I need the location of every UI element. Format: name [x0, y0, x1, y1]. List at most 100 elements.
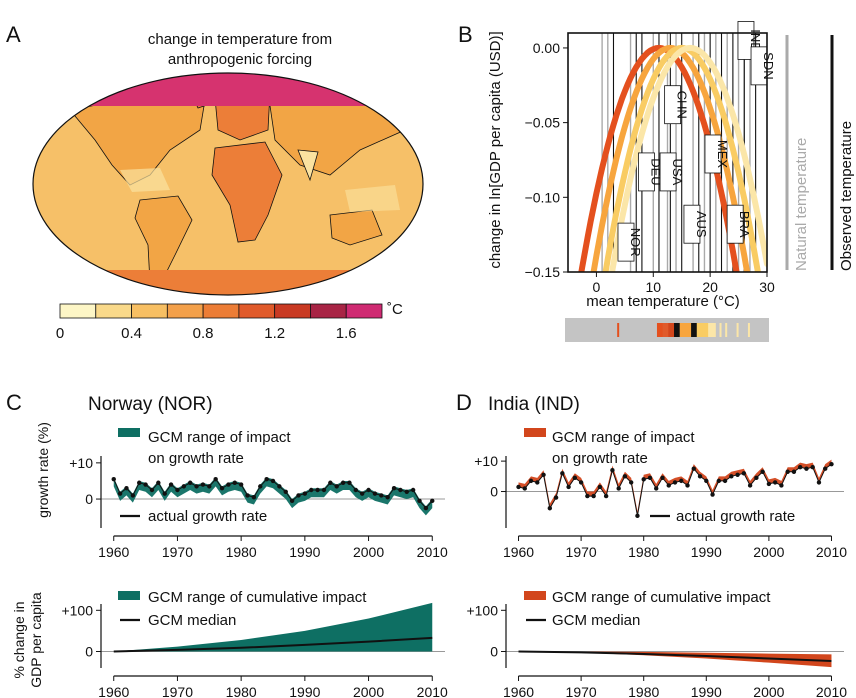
xtick-label: 1980 [628, 684, 659, 698]
actual-growth-point [578, 480, 584, 485]
actual-growth-point [572, 475, 578, 481]
panel-b-xtick-label: 0 [593, 279, 601, 295]
actual-growth-point [117, 491, 123, 496]
actual-growth-point [417, 498, 422, 504]
xtick-label: 2000 [753, 544, 784, 560]
actual-growth-point [772, 480, 778, 485]
country-label-box-chn [664, 85, 682, 125]
panel-c-ylabel-bottom-line1: % change in [11, 601, 27, 678]
actual-growth-point [372, 491, 378, 496]
actual-growth-point [232, 480, 237, 485]
actual-growth-point [430, 498, 435, 504]
actual-growth-point [187, 480, 193, 485]
actual-growth-point [628, 480, 634, 485]
gcm-median-line [518, 650, 832, 662]
actual-growth-point [328, 480, 333, 485]
actual-growth-point [181, 484, 187, 489]
actual-growth-point [660, 475, 665, 481]
actual-growth-point [385, 495, 390, 500]
colorbar-segment [310, 303, 347, 319]
country-label-mex: MEX [715, 140, 730, 169]
panel-b-xtick-label: 30 [759, 279, 775, 295]
actual-growth-point [697, 474, 703, 479]
strip-mark [656, 323, 664, 337]
actual-growth-point [404, 489, 409, 495]
actual-growth-point [516, 484, 521, 490]
strip-mark [679, 323, 687, 337]
actual-growth-point [143, 482, 148, 487]
actual-growth-point [797, 465, 803, 470]
actual-growth-point [622, 474, 628, 479]
strip-mark [691, 323, 699, 337]
colorbar-tick-label: 0.8 [193, 325, 214, 342]
strip-mark [713, 323, 716, 337]
actual-growth-point [635, 513, 640, 519]
panel-d-cumulative-chart: +100 0 1960 1970 1980 1990 2000 2010 [466, 602, 847, 698]
actual-growth-point [309, 487, 314, 493]
actual-growth-point [672, 480, 678, 485]
actual-growth-point [149, 487, 155, 493]
actual-growth-point [258, 484, 263, 489]
c-cumulative-legend-label: GCM range of cumulative impact [148, 589, 367, 606]
ytick-label: 0 [490, 484, 498, 500]
xtick-label: 1990 [691, 684, 722, 698]
panel-d-title: India (IND) [488, 394, 580, 415]
strip-mark [747, 323, 750, 337]
actual-growth-point [321, 487, 327, 493]
strip-mark [708, 323, 716, 337]
strip-mark [685, 323, 693, 337]
response-curve [590, 44, 751, 272]
strip-mark [668, 323, 676, 337]
country-label-box-deu [638, 152, 655, 192]
actual-growth-point [541, 472, 546, 477]
colorbar-tick-label: 0.4 [121, 325, 142, 342]
actual-growth-point [168, 482, 174, 487]
actual-growth-point [124, 485, 129, 491]
colorbar-segment [166, 303, 204, 319]
c-range-legend-swatch [118, 428, 140, 437]
actual-growth-point [585, 493, 590, 499]
xtick-label: 1960 [98, 544, 129, 560]
strip-mark [696, 323, 704, 337]
xtick-label: 2010 [816, 544, 847, 560]
actual-growth-point [391, 485, 397, 491]
actual-growth-point [535, 480, 540, 485]
actual-growth-point [347, 480, 352, 485]
xtick-label: 1960 [503, 544, 534, 560]
d-cumulative-legend-label: GCM range of cumulative impact [552, 589, 771, 606]
country-label-box-mex [704, 134, 722, 174]
strip-mark [674, 323, 682, 337]
actual-growth-point [729, 474, 734, 479]
colorbar-segment [345, 303, 383, 319]
actual-growth-point [245, 493, 250, 498]
actual-growth-point [289, 498, 295, 504]
panel-b-frame [567, 32, 768, 273]
actual-growth-point [315, 487, 320, 493]
actual-growth-point [213, 476, 218, 482]
xtick-label: 2010 [816, 684, 847, 698]
response-curve [609, 44, 767, 272]
actual-growth-point [359, 491, 365, 496]
country-label-box-nor [617, 222, 635, 262]
actual-growth-point [528, 478, 534, 484]
colorbar-tick-label: 1.2 [264, 325, 285, 342]
colorbar-tick-label: 1.6 [336, 325, 357, 342]
country-label-box-usa [659, 152, 677, 192]
actual-growth-point [366, 487, 371, 493]
d-cumulative-legend-swatch [524, 591, 546, 600]
actual-growth-point [547, 506, 553, 511]
panel-c-ylabel-bottom-line2: GDP per capita [28, 592, 44, 688]
actual-growth-point [137, 480, 142, 485]
actual-growth-point [175, 487, 180, 493]
actual-growth-point [810, 465, 815, 470]
country-label-box-ind [737, 21, 755, 60]
colorbar [59, 303, 383, 319]
colorbar-tick-label: 0 [56, 325, 64, 342]
actual-growth-point [791, 469, 797, 474]
strip-mark [725, 323, 728, 337]
xtick-label: 1960 [98, 684, 129, 698]
panel-a-letter: A [6, 22, 21, 47]
ytick-label: +10 [474, 453, 498, 469]
strip-mark [736, 323, 739, 337]
